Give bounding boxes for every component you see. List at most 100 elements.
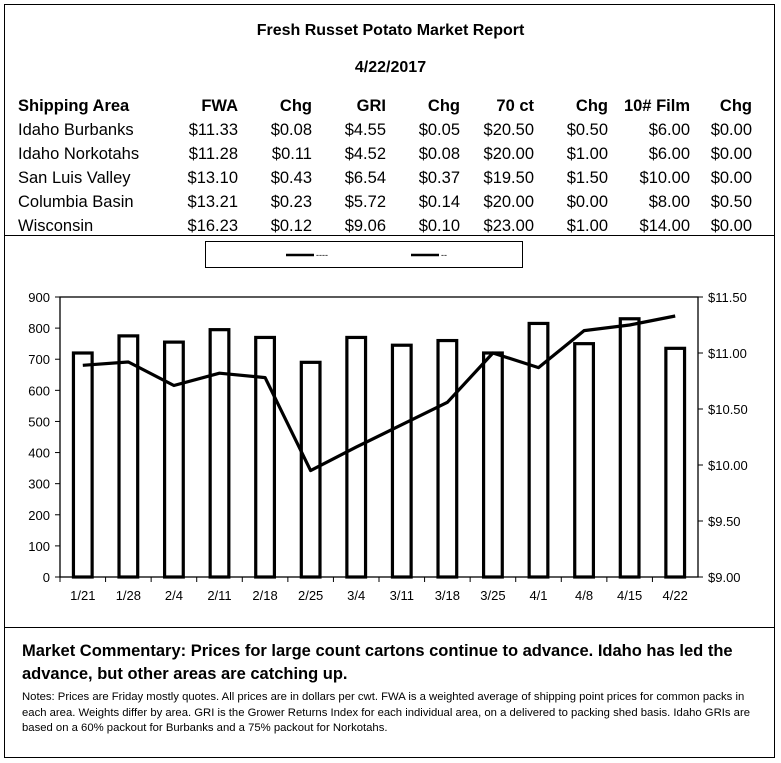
bar-mark (208, 328, 231, 579)
table-cell: $6.00 (648, 144, 690, 163)
table-row: Idaho Burbanks $11.33 $0.08 $4.55 $0.05 … (18, 118, 752, 142)
chart-top-rule (4, 235, 775, 236)
x-tick-label: 3/25 (480, 588, 505, 603)
table-cell: $0.08 (418, 144, 460, 163)
table-cell: $0.00 (566, 192, 608, 211)
table-cell: Columbia Basin (18, 192, 134, 211)
header-gri: GRI (356, 96, 386, 115)
right-tick-label: $11.00 (708, 346, 747, 361)
bar-mark (481, 351, 504, 579)
left-tick-label: 900 (28, 290, 50, 305)
table-cell: $0.23 (270, 192, 312, 211)
report-date: 4/22/2017 (354, 59, 427, 76)
left-tick-label: 600 (28, 383, 50, 398)
table-cell: Idaho Norkotahs (18, 144, 140, 163)
x-tick-label: 2/4 (165, 588, 183, 603)
table-cell: $13.21 (187, 192, 238, 211)
x-tick-label: 3/11 (390, 588, 414, 603)
price-chart: 900 800 700 600 500 400 300 200 100 0 $11.50 $11.00… (28, 290, 748, 603)
market-commentary: Market Commentary: Prices for large coun… (22, 642, 733, 683)
header-fwa-chg: Chg (279, 96, 312, 115)
x-tick-label: 4/8 (575, 588, 593, 603)
table-cell: $0.00 (710, 144, 752, 163)
footnotes: Notes: Prices are Friday mostly quotes. … (22, 691, 750, 734)
x-tick-label: 2/18 (252, 588, 277, 603)
header-70ct-chg: Chg (575, 96, 608, 115)
right-tick-label: $9.50 (708, 514, 741, 529)
table-cell: $0.08 (270, 120, 312, 139)
bar-mark (573, 342, 596, 579)
chart-bottom-rule (4, 627, 775, 628)
table-cell: $1.50 (566, 168, 608, 187)
bar-mark (254, 335, 277, 579)
header-film-chg: Chg (719, 96, 752, 115)
table-cell: $0.37 (418, 168, 460, 187)
left-tick-label: 700 (28, 352, 50, 367)
left-tick-label: 400 (28, 446, 50, 461)
bar-mark (71, 351, 94, 579)
bar-mark (162, 340, 185, 579)
table-cell: $0.00 (710, 168, 752, 187)
table-cell: $0.00 (710, 120, 752, 139)
x-tick-label: 3/4 (347, 588, 365, 603)
x-tick-label: 1/28 (116, 588, 141, 603)
bar-mark (618, 317, 641, 579)
left-tick-label: 500 (28, 414, 50, 429)
table-row: Columbia Basin $13.21 $0.23 $5.72 $0.14 … (18, 190, 752, 214)
table-cell: $20.50 (483, 120, 534, 139)
table-row: Idaho Norkotahs $11.28 $0.11 $4.52 $0.08… (18, 142, 752, 166)
bar-mark (117, 334, 140, 579)
table-cell: $5.72 (344, 192, 386, 211)
legend-label-1: ---- (316, 250, 328, 260)
x-tick-label: 2/11 (207, 588, 231, 603)
table-cell: $6.54 (344, 168, 386, 187)
table-cell: $1.00 (566, 216, 608, 235)
price-table: Shipping Area FWA Chg GRI Chg 70 ct Chg … (18, 94, 752, 238)
x-tick-label: 3/18 (435, 588, 460, 603)
header-fwa: FWA (201, 96, 238, 115)
left-tick-label: 0 (43, 570, 50, 585)
left-tick-label: 300 (28, 477, 50, 492)
x-tick-label: 4/22 (663, 588, 688, 603)
table-row: Wisconsin $16.23 $0.12 $9.06 $0.10 $23.0… (18, 214, 752, 238)
bar-mark (436, 338, 459, 579)
bar-mark (345, 335, 368, 579)
right-tick-label: $10.50 (708, 402, 748, 417)
table-cell: San Luis Valley (18, 168, 131, 187)
table-cell: Wisconsin (18, 216, 94, 235)
table-cell: $11.33 (188, 120, 238, 139)
table-header-row: Shipping Area FWA Chg GRI Chg 70 ct Chg … (18, 94, 752, 118)
x-tick-label: 2/25 (298, 588, 323, 603)
table-cell: $14.00 (639, 216, 690, 235)
table-cell: $0.50 (710, 192, 752, 211)
chart-legend: ---- -- (205, 241, 523, 268)
table-cell: $0.12 (270, 216, 312, 235)
table-cell: $0.14 (418, 192, 460, 211)
header-shipping-area: Shipping Area (18, 96, 130, 115)
table-cell: $20.00 (483, 144, 534, 163)
header-10lb-film: 10# Film (623, 96, 690, 115)
table-cell: $10.00 (639, 168, 690, 187)
left-tick-label: 800 (28, 321, 50, 336)
table-cell: $0.05 (418, 120, 460, 139)
table-cell: $19.50 (483, 168, 534, 187)
table-cell: $8.00 (648, 192, 690, 211)
left-tick-label: 200 (28, 508, 50, 523)
x-tick-label: 4/15 (617, 588, 642, 603)
table-cell: $6.00 (648, 120, 690, 139)
table-cell: $0.50 (566, 120, 608, 139)
bar-mark (664, 346, 687, 579)
table-cell: $13.10 (187, 168, 238, 187)
table-row: San Luis Valley $13.10 $0.43 $6.54 $0.37… (18, 166, 752, 190)
price-line-series (82, 314, 676, 473)
right-tick-label: $11.50 (708, 290, 747, 305)
table-cell: $0.10 (418, 216, 460, 235)
table-cell: $11.28 (188, 144, 238, 163)
table-cell: $16.23 (187, 216, 238, 235)
left-tick-label: 100 (28, 539, 50, 554)
report-title: Fresh Russet Potato Market Report (256, 22, 525, 39)
right-tick-label: $10.00 (708, 458, 748, 473)
legend-label-2: -- (441, 250, 447, 260)
header-gri-chg: Chg (427, 96, 460, 115)
table-cell: $0.43 (270, 168, 312, 187)
